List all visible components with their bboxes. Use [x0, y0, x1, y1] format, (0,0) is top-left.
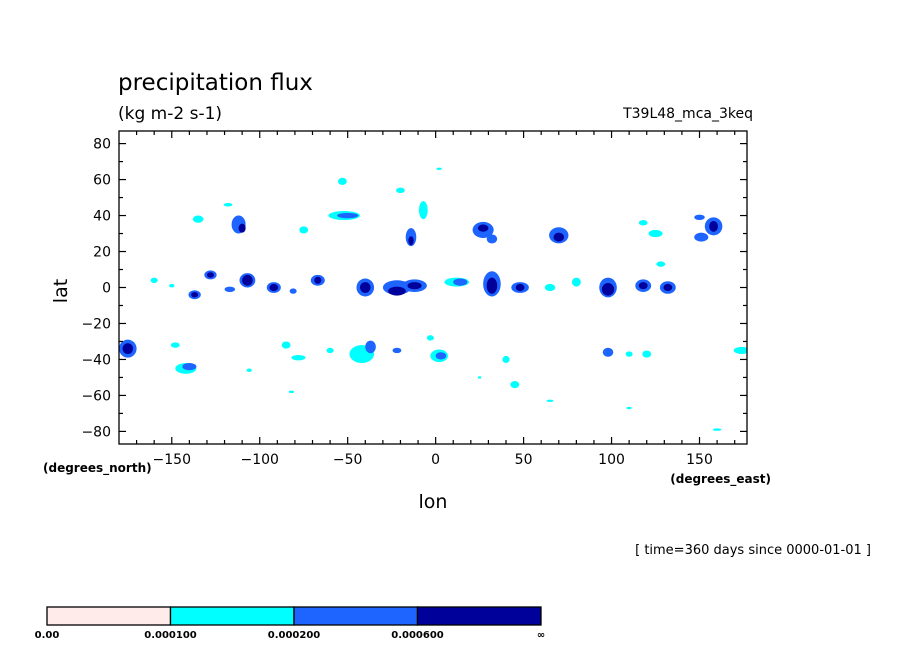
precip-blob-60: [122, 343, 134, 355]
precip-blob-80: [712, 428, 722, 431]
precip-blob-38: [299, 226, 309, 234]
x-tick-label: −150: [153, 452, 191, 468]
precip-blob-55: [709, 220, 718, 232]
precip-blob-40: [337, 212, 359, 219]
precip-blob-84: [246, 368, 252, 373]
precip-blob-34: [192, 215, 204, 223]
precip-blob-27: [571, 277, 581, 287]
colorbar-legend: 0.00 0.000100 0.000200 0.000600 ∞: [35, 606, 545, 641]
precip-blob-75: [546, 399, 554, 403]
x-tick-label: 0: [431, 452, 440, 468]
precip-blob-11: [289, 288, 297, 294]
precip-blob-63: [170, 342, 180, 348]
precip-blob-53: [694, 214, 705, 221]
x-tick-label: 50: [515, 452, 533, 468]
run-name: T39L48_mca_3keq: [622, 106, 753, 122]
y-tick-label: 80: [93, 137, 111, 153]
colorbar-label-0: 0.00: [35, 630, 60, 641]
precip-blob-82: [477, 376, 482, 379]
precip-blob-57: [656, 261, 666, 267]
precip-blob-79: [733, 346, 747, 355]
precip-blob-77: [625, 351, 633, 357]
precip-blob-78: [642, 350, 652, 358]
precip-blob-48: [486, 234, 498, 244]
y-tick-label: 0: [102, 281, 111, 297]
precip-blob-73: [502, 355, 510, 364]
y-tick-label: −60: [81, 388, 111, 404]
precip-blob-66: [326, 347, 334, 354]
y-tick-label: −80: [81, 424, 111, 440]
x-axis-units: (degrees_east): [670, 472, 771, 487]
colorbar-swatch-0: [46, 606, 172, 626]
contour-fields: [119, 167, 747, 431]
precip-blob-37: [223, 202, 233, 207]
x-tick-label: −100: [241, 452, 279, 468]
precip-blob-8: [242, 274, 253, 286]
precip-blob-33: [663, 283, 673, 292]
precip-blob-81: [626, 406, 632, 410]
precip-blob-19: [407, 282, 422, 290]
colorbar-label-1: 0.000100: [144, 630, 197, 641]
precip-blob-23: [486, 277, 498, 294]
precip-blob-51: [638, 220, 648, 226]
precip-blob-72: [435, 352, 447, 360]
precip-blob-1: [169, 283, 175, 288]
y-tick-label: 60: [93, 173, 111, 189]
precip-blob-10: [269, 283, 279, 292]
colorbar-swatch-1: [169, 606, 295, 626]
x-tick-label: 100: [598, 452, 625, 468]
precip-blob-76: [602, 347, 614, 357]
colorbar-swatch-2: [293, 606, 419, 626]
precip-blob-36: [238, 223, 246, 233]
precip-blob-17: [388, 286, 406, 296]
precip-blob-3: [191, 291, 199, 298]
y-tick-label: −40: [81, 352, 111, 368]
precip-blob-47: [477, 224, 489, 232]
precip-blob-6: [224, 286, 236, 292]
chart-units: (kg m-2 s-1): [118, 104, 222, 124]
y-axis-label: lat: [50, 279, 72, 303]
precip-blob-21: [453, 278, 468, 286]
precip-blob-64: [281, 341, 291, 349]
precip-blob-45: [408, 236, 414, 246]
colorbar-label-3: 0.000600: [391, 630, 444, 641]
precip-blob-62: [182, 363, 197, 371]
precip-blob-58: [436, 167, 442, 170]
precip-blob-43: [418, 201, 428, 220]
precip-blob-52: [648, 229, 663, 238]
precip-blob-26: [544, 283, 556, 292]
precip-blob-69: [392, 347, 402, 354]
y-tick-label: −20: [81, 316, 111, 332]
colorbar-swatch-3: [416, 606, 542, 626]
precip-blob-83: [288, 390, 295, 394]
precip-blob-42: [396, 187, 405, 194]
precip-blob-74: [510, 381, 520, 389]
precip-blob-65: [291, 354, 306, 361]
precip-blob-13: [314, 276, 322, 284]
precip-blob-50: [553, 232, 565, 242]
precip-blob-56: [694, 232, 709, 242]
y-tick-label: 40: [93, 209, 111, 225]
precip-blob-5: [206, 272, 214, 278]
plot-frame: [118, 130, 748, 445]
precip-blob-15: [359, 282, 371, 293]
precip-blob-31: [638, 282, 648, 290]
time-label: [ time=360 days since 0000-01-01 ]: [635, 543, 871, 558]
precip-blob-41: [338, 177, 347, 185]
y-axis-units: (degrees_north): [43, 461, 152, 476]
precip-blob-70: [426, 335, 434, 341]
precip-blob-68: [365, 340, 376, 354]
precip-blob-29: [601, 283, 615, 296]
y-tick-label: 20: [93, 245, 111, 261]
axis-ticks: −150 −100 −50 0 50 100 150 80 60 40 20 0 −20 −40 −60 −8…: [81, 131, 747, 468]
x-axis-label: lon: [419, 491, 448, 513]
precip-blob-25: [515, 283, 525, 292]
chart-title: precipitation flux: [118, 70, 313, 96]
x-tick-label: 150: [686, 452, 713, 468]
colorbar-label-2: 0.000200: [268, 630, 321, 641]
precip-blob-0: [150, 277, 158, 284]
colorbar-label-4: ∞: [537, 630, 545, 641]
x-tick-label: −50: [333, 452, 363, 468]
